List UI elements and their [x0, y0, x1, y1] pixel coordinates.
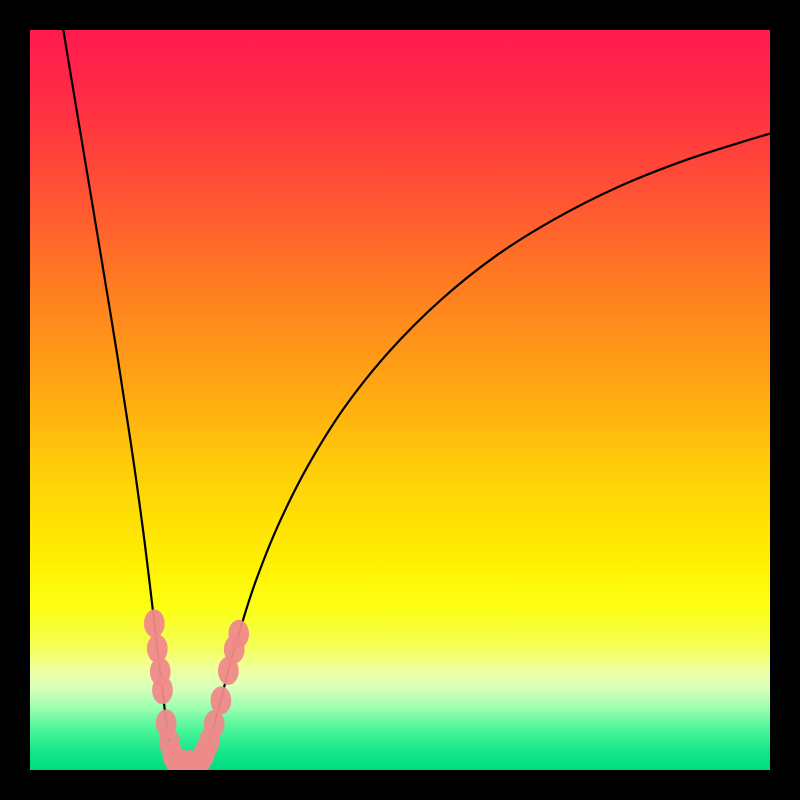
chart-frame: TheBottleneck.com: [0, 0, 800, 800]
curve-right: [197, 134, 770, 764]
bead-marker: [211, 686, 232, 714]
bead-marker: [144, 609, 165, 637]
bead-marker: [152, 676, 173, 704]
plot-area: [30, 30, 770, 770]
chart-svg: [30, 30, 770, 770]
bead-marker: [228, 620, 249, 648]
